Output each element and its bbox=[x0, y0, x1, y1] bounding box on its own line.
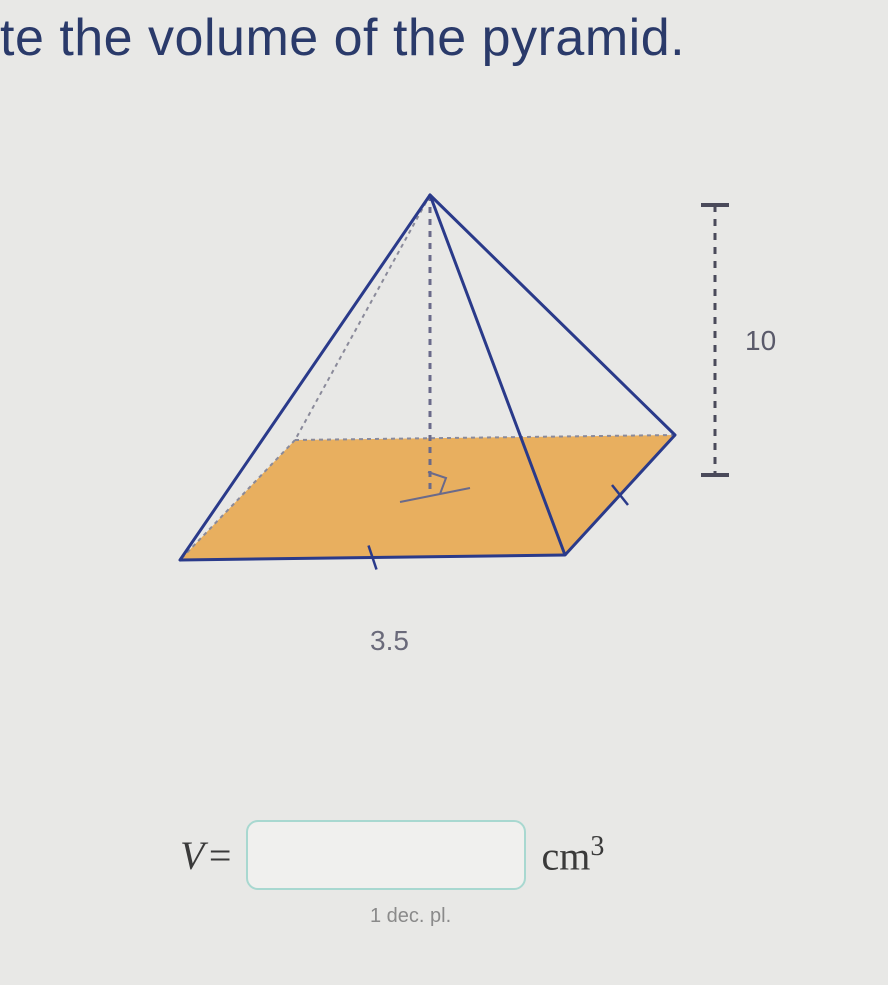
height-label: 10 bbox=[745, 325, 776, 357]
pyramid-diagram: 10 3.5 bbox=[120, 170, 770, 620]
pyramid-svg bbox=[120, 170, 770, 650]
decimal-hint: 1 dec. pl. bbox=[370, 905, 451, 928]
answer-row: V = cm3 bbox=[180, 820, 604, 890]
volume-input[interactable] bbox=[246, 820, 526, 890]
variable-v: V = bbox=[180, 832, 231, 879]
base-label: 3.5 bbox=[370, 625, 409, 657]
unit-label: cm3 bbox=[541, 831, 604, 879]
question-title: te the volume of the pyramid. bbox=[0, 8, 685, 68]
